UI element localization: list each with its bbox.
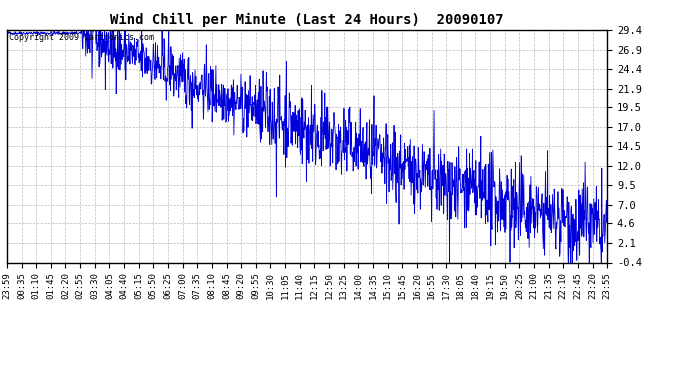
Text: Copyright 2009 Cartronics.com: Copyright 2009 Cartronics.com bbox=[9, 33, 154, 42]
Title: Wind Chill per Minute (Last 24 Hours)  20090107: Wind Chill per Minute (Last 24 Hours) 20… bbox=[110, 13, 504, 27]
